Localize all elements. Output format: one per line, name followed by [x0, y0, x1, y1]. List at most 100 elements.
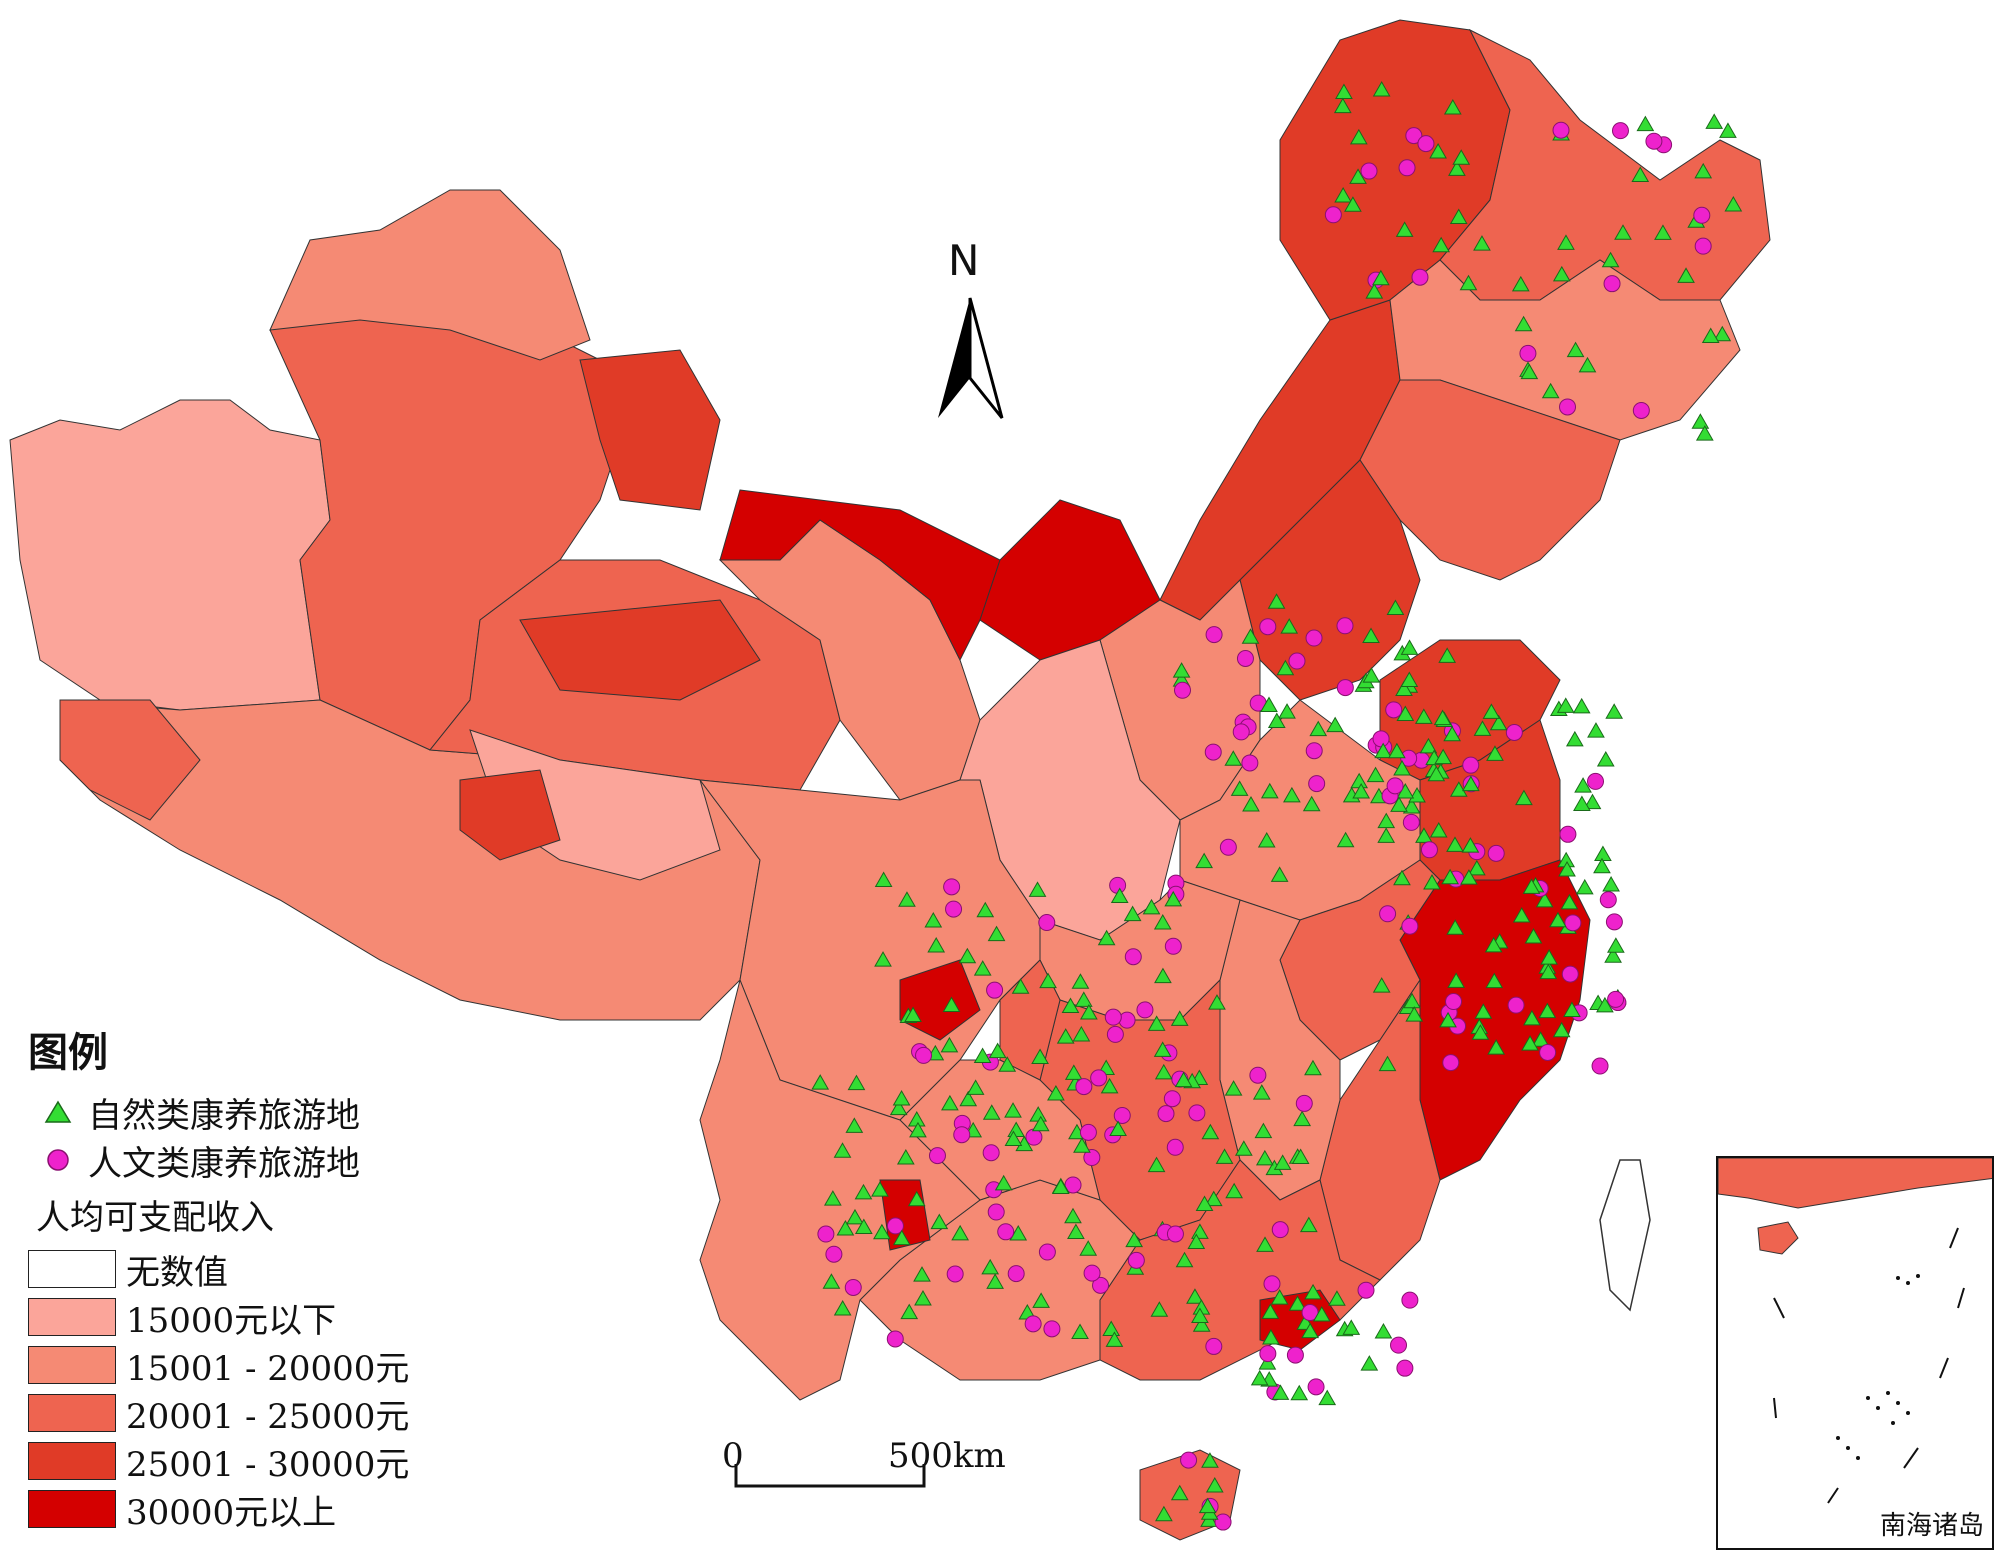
cultural-site-marker [1180, 1451, 1198, 1469]
natural-site-marker [1552, 265, 1571, 282]
natural-site-marker [1371, 269, 1390, 286]
natural-site-marker [1573, 795, 1591, 812]
inset-map [1718, 1158, 1992, 1504]
cultural-site-marker [1591, 1057, 1609, 1075]
natural-site-marker [1123, 905, 1142, 922]
natural-site-marker [1557, 234, 1575, 250]
natural-site-marker [986, 1273, 1004, 1289]
natural-site-marker [1270, 866, 1289, 882]
natural-site-marker [1377, 812, 1396, 829]
natural-site-marker [1560, 893, 1579, 910]
natural-site-marker [982, 1104, 1001, 1120]
natural-site-marker [1402, 798, 1421, 814]
natural-site-marker [1172, 662, 1191, 678]
natural-site-marker [1393, 869, 1411, 886]
cultural-site-marker [1038, 914, 1056, 932]
cultural-site-marker [1092, 1276, 1110, 1294]
cultural-site-marker [1188, 1104, 1206, 1122]
natural-site-marker [1459, 274, 1478, 291]
natural-site-marker [1429, 822, 1448, 838]
natural-site-marker [873, 1223, 891, 1240]
natural-site-marker [1439, 1011, 1457, 1028]
natural-site-marker [1691, 413, 1710, 429]
cultural-site-marker [1249, 1066, 1267, 1084]
cultural-site-marker [1104, 1008, 1122, 1026]
natural-site-marker [892, 1229, 911, 1246]
natural-site-marker [1109, 1120, 1127, 1137]
natural-site-marker [889, 1099, 908, 1116]
cultural-site-marker [1559, 398, 1577, 416]
region-haixi [519, 599, 761, 701]
natural-site-marker [1713, 325, 1732, 342]
cultural-site-marker [1308, 775, 1326, 793]
class-label: 20001 - 25000元 [126, 1396, 410, 1437]
natural-site-marker [1447, 972, 1466, 988]
natural-site-marker [1572, 697, 1591, 714]
cultural-site-marker [1263, 1275, 1281, 1293]
natural-site-marker [1535, 891, 1554, 908]
natural-site-marker [1224, 750, 1243, 766]
natural-site-marker [1460, 869, 1478, 885]
natural-site-marker [1605, 703, 1624, 719]
natural-site-marker [1556, 697, 1575, 713]
natural-site-marker [836, 1220, 855, 1236]
cultural-site-marker [1083, 1149, 1101, 1167]
natural-site-marker [1372, 977, 1391, 993]
natural-site-marker [1288, 1295, 1307, 1311]
cultural-site-marker [1024, 1315, 1042, 1333]
cultural-site-marker [1405, 127, 1423, 145]
legend-natural: 自然类康养旅游地 [28, 1088, 468, 1136]
natural-site-marker [973, 1047, 992, 1064]
tourism-points [811, 80, 1743, 1531]
natural-site-marker [1031, 1048, 1049, 1064]
natural-site-marker [1061, 997, 1080, 1013]
region-xinjiang-north [269, 189, 591, 361]
natural-site-marker [1408, 787, 1426, 803]
income-class: 25001 - 30000元 [28, 1437, 468, 1485]
cultural-site-marker [1445, 993, 1463, 1011]
natural-site-marker [1250, 1369, 1269, 1386]
cultural-site-marker [1118, 1011, 1136, 1029]
cultural-site-marker [1632, 401, 1650, 419]
natural-site-marker [1694, 162, 1713, 179]
natural-site-marker [981, 1258, 1000, 1275]
natural-site-marker [1110, 887, 1129, 904]
natural-site-marker [1433, 709, 1452, 726]
cultural-site-marker [1043, 1320, 1061, 1338]
natural-site-marker [1349, 128, 1368, 145]
income-class: 无数值 [28, 1245, 468, 1293]
natural-site-marker [1312, 1305, 1331, 1322]
natural-site-marker [871, 1181, 889, 1197]
natural-site-marker [1485, 972, 1504, 989]
cultural-site-marker [1025, 1128, 1043, 1146]
natural-site-marker [1039, 972, 1057, 989]
cultural-site-marker [1420, 841, 1438, 859]
natural-site-marker [1539, 963, 1558, 980]
cultural-site-marker [1204, 743, 1222, 761]
natural-site-marker [1511, 275, 1530, 292]
natural-site-marker [1419, 737, 1438, 754]
natural-site-marker [1155, 1505, 1173, 1522]
natural-site-marker [1299, 1216, 1318, 1233]
natural-site-marker [1386, 599, 1405, 616]
cultural-site-marker [1462, 756, 1480, 774]
cultural-site-marker [1693, 206, 1711, 224]
natural-site-marker [823, 1190, 842, 1206]
natural-site-marker [1602, 875, 1620, 892]
natural-site-marker [1032, 1292, 1050, 1308]
natural-site-marker [1352, 782, 1371, 799]
cultural-site-marker [1599, 891, 1617, 909]
natural-site-marker [1446, 919, 1465, 935]
cultural-site-marker [844, 1278, 862, 1296]
natural-site-marker [1009, 1225, 1028, 1241]
natural-site-marker [1429, 143, 1447, 159]
natural-site-marker [1594, 845, 1612, 862]
natural-site-marker [1449, 781, 1468, 797]
triangle-icon [28, 1100, 88, 1124]
cultural-site-marker [1205, 1337, 1223, 1355]
natural-site-marker [1514, 315, 1533, 332]
natural-site-marker [1071, 973, 1090, 989]
cultural-site-marker [1288, 652, 1306, 670]
natural-site-marker [845, 1117, 864, 1133]
